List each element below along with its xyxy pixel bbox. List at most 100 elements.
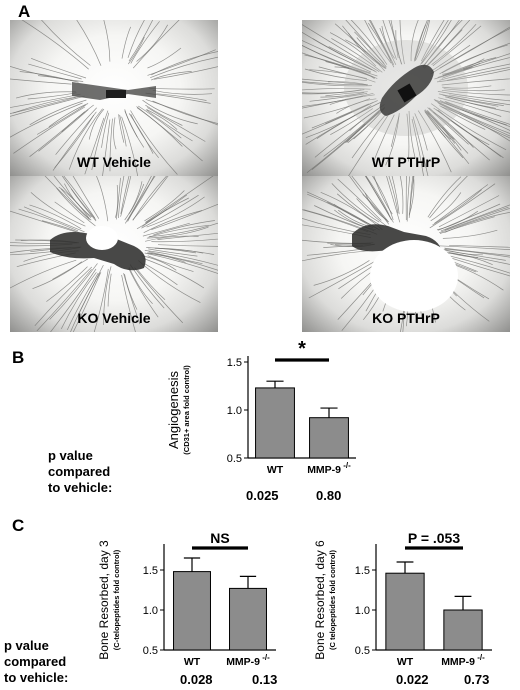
vessel-sprout <box>431 23 477 65</box>
vessel-sprout <box>72 271 102 332</box>
vessel-sprout <box>447 66 510 81</box>
vessel-sprout <box>437 102 510 137</box>
y-axis-label: Bone Resorbed, day 3 <box>97 540 111 660</box>
y-axis-label: Bone Resorbed, day 6 <box>313 540 327 660</box>
vessel-sprout <box>329 94 375 105</box>
vessel-sprout <box>130 110 178 175</box>
bone-explant <box>50 232 146 271</box>
x-tick-label: MMP-9 -/- <box>307 461 351 476</box>
vessel-sprout <box>148 224 209 238</box>
vessel-sprout <box>433 99 510 131</box>
vessel-sprout <box>144 250 218 266</box>
vessel-sprout <box>68 108 103 170</box>
vessel-sprout <box>120 176 132 217</box>
vessel-sprout <box>434 100 510 134</box>
resorption-cavity <box>370 240 458 312</box>
vessel-sprout <box>142 99 198 125</box>
vessel-sprout <box>351 114 386 159</box>
vessel-sprout <box>50 268 97 332</box>
vessel-sprout <box>29 204 82 230</box>
vessel-sprout <box>382 20 397 61</box>
vessel-sprout <box>362 194 390 225</box>
y-tick-label: 0.5 <box>227 453 242 465</box>
y-axis-label: Angiogenesis <box>166 370 181 449</box>
vessel-sprout <box>151 238 218 243</box>
vessel-sprout <box>432 25 482 67</box>
vessel-sprout <box>320 92 365 98</box>
vessel-sprout <box>449 252 510 265</box>
vessel-sprout <box>439 63 510 81</box>
vessel-sprout <box>128 20 154 62</box>
x-tick-label: WT <box>267 464 284 476</box>
vessel-sprout <box>420 20 449 65</box>
vessel-sprout <box>102 119 111 176</box>
panel-c-letter: C <box>12 516 25 535</box>
vessel-sprout <box>430 44 471 72</box>
vessel-sprout <box>311 103 369 129</box>
vessel-sprout <box>76 20 102 66</box>
vessel-sprout <box>434 66 473 80</box>
vessel-sprout <box>149 87 215 90</box>
vessel-sprout <box>433 107 502 157</box>
vessel-sprout <box>138 105 182 139</box>
vessel-sprout <box>127 20 145 58</box>
vessel-sprout <box>41 220 80 234</box>
x-tick-label: MMP-9 -/- <box>441 653 485 668</box>
x-tick-superscript: -/- <box>341 461 351 470</box>
panel-a-letter: A <box>18 2 31 21</box>
vessel-sprout <box>306 110 381 173</box>
vessel-sprout <box>142 197 189 227</box>
vessel-sprout <box>305 101 381 145</box>
vessel-sprout <box>148 251 203 265</box>
resorption-day6-chart: 0.5 1.0 1.5 Bone Resorbed, day 6 (C telopept… <box>313 530 492 668</box>
bar <box>255 387 295 459</box>
significance-label: P = .053 <box>408 530 461 546</box>
vessel-sprout <box>386 176 401 223</box>
resorption-day3-chart: 0.5 1.0 1.5 Bone Resorbed, day 3 (C-telopept… <box>97 530 276 668</box>
vessel-sprout <box>429 183 496 229</box>
vessel-sprout <box>411 118 424 176</box>
vessel-sprout <box>36 104 86 135</box>
vessel-sprout <box>313 260 370 286</box>
bar <box>385 572 425 651</box>
vessel-sprout <box>147 255 194 272</box>
vessel-sprout <box>356 198 388 227</box>
vessel-sprout <box>128 268 159 318</box>
vessel-sprout <box>16 91 76 99</box>
photo-ko-vehicle: KO Vehicle <box>10 176 218 332</box>
vessel-sprout <box>442 229 498 239</box>
vessel-sprout <box>388 20 399 59</box>
vessel-sprout <box>424 109 456 144</box>
vessel-sprout <box>309 69 376 83</box>
pvalue-day6-wt: 0.022 <box>396 672 429 687</box>
vessel-sprout <box>109 118 113 172</box>
vessel-sprout <box>145 99 218 126</box>
vessel-sprout <box>123 273 141 325</box>
vessel-sprout <box>422 20 460 67</box>
vessel-sprout <box>46 266 88 302</box>
y-tick-label: 1.5 <box>227 357 242 369</box>
photo-art <box>302 20 510 176</box>
vessel-sprout <box>438 245 510 251</box>
vessel-sprout <box>449 94 510 106</box>
vessel-sprout <box>432 189 482 226</box>
vessel-sprout <box>154 66 218 80</box>
x-tick-label: MMP-9 -/- <box>226 653 270 668</box>
vessel-sprout <box>364 192 388 221</box>
vessel-sprout <box>330 108 373 136</box>
vessel-sprout <box>440 204 510 232</box>
vessel-sprout <box>444 100 510 125</box>
vessel-sprout <box>60 272 97 330</box>
vessel-sprout <box>438 97 502 117</box>
vessel-sprout <box>437 109 490 146</box>
pvalue-wt: 0.025 <box>246 488 279 503</box>
vessel-sprout <box>406 113 410 162</box>
vessel-sprout <box>29 99 87 126</box>
photo-wt-pthrp: WT PTHrP <box>302 20 510 176</box>
vessel-sprout <box>365 176 391 217</box>
vessel-sprout <box>429 176 468 219</box>
vessel-sprout <box>36 268 92 332</box>
vessel-sprout <box>107 273 112 307</box>
vessel-sprout <box>145 104 183 126</box>
vessel-sprout <box>385 113 400 166</box>
